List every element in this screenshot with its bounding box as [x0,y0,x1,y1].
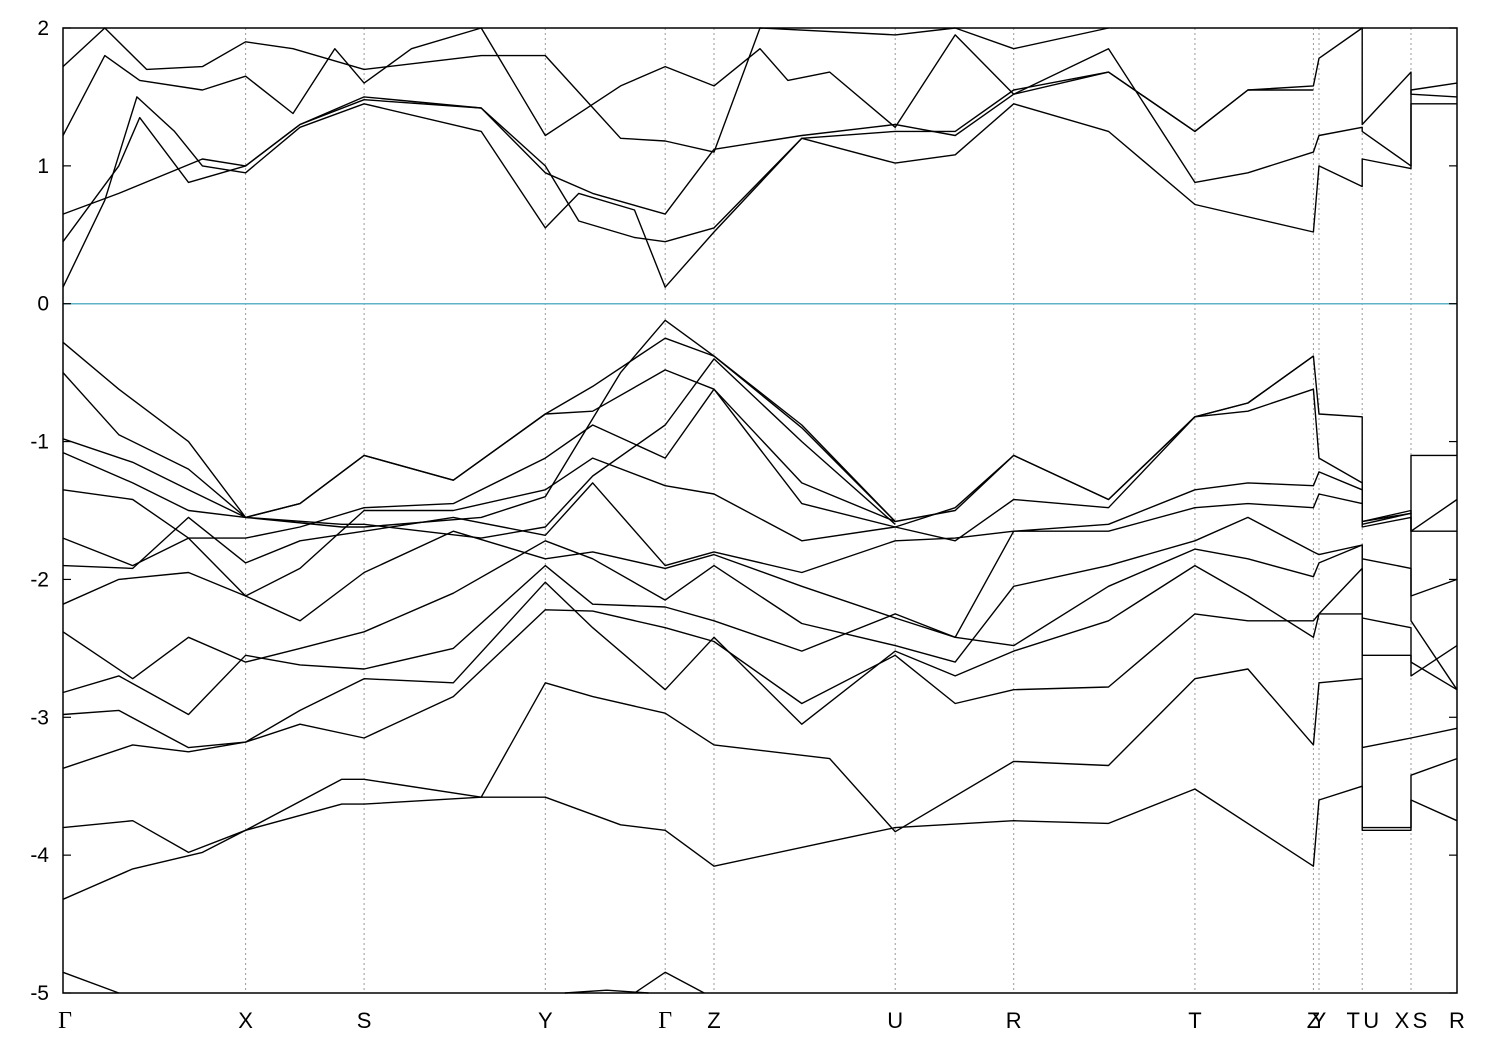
kpoint-gridlines [245,28,1412,993]
kpoint-label: R [1006,1008,1022,1033]
band-line-15 [62,96,1457,288]
kpoint-label: U [887,1008,903,1033]
kpoint-label: Γ [658,1008,672,1034]
band-line-17 [62,48,1458,215]
band-line-10 [62,355,1457,539]
y-axis-ticks: -5 -4 -3 -2 -1 0 1 2 [30,17,1457,1005]
plot-background [63,28,1457,993]
kpoint-label: T [1188,1008,1201,1033]
kpoint-label: R [1449,1008,1465,1033]
y-tick-label: 0 [37,293,49,316]
kpoint-label: U [1363,1008,1379,1033]
y-tick-label: -2 [30,568,49,591]
band-line-14 [62,319,896,528]
y-tick-label: 2 [37,17,49,40]
band-line-19 [62,27,1109,153]
kpoint-label: Y [538,1008,553,1033]
y-tick-label: -5 [30,982,49,1005]
plot-frame [62,27,1458,994]
kpoint-label: S [1413,1008,1428,1033]
kpoint-label: T [1346,1008,1359,1033]
kpoint-label: Γ [58,1008,72,1034]
kpoint-label: S [357,1008,372,1033]
bands-group [62,27,1458,994]
x-axis-kpoint-labels: Γ X S Y Γ Z U R T ZY T U X S R [58,1008,1465,1034]
band-line-18 [62,27,1314,137]
kpoint-label: Z [1307,1008,1320,1033]
y-tick-label: -1 [30,431,49,454]
band-line-22 [634,971,705,994]
band-line-13 [62,358,896,539]
kpoint-label: X [1395,1008,1410,1033]
band-line-3 [62,609,1458,769]
kpoint-label: Y [1312,1008,1327,1033]
y-tick-label: 1 [37,155,49,178]
kpoint-label: X [238,1008,253,1033]
band-line-20 [62,971,120,994]
kpoint-label: Z [707,1008,720,1033]
y-tick-label: -4 [30,844,49,867]
band-line-6 [62,516,1458,691]
y-tick-label: -3 [30,706,49,729]
band-line-21 [564,989,649,994]
